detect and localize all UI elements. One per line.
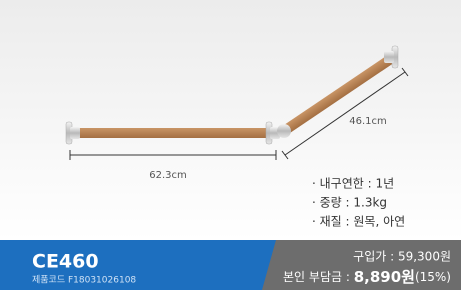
background: [0, 0, 461, 240]
bracket: [384, 51, 394, 63]
copay-label: 본인 부담금 :: [283, 270, 354, 284]
copay-amount: 8,890원: [354, 268, 415, 286]
spec-item: · 재질 : 원목, 아연: [312, 215, 405, 229]
bar-horizontal: [76, 128, 272, 138]
bracket: [70, 127, 80, 139]
copay-line: 본인 부담금 : 8,890원(15%): [283, 268, 451, 286]
dimension-label: 62.3cm: [149, 170, 187, 181]
purchase-price: 구입가 : 59,300원: [353, 250, 451, 264]
joint: [277, 124, 291, 138]
model-name: CE460: [32, 251, 99, 273]
copay-rate: (15%): [415, 270, 451, 284]
spec-item: · 중량 : 1.3kg: [312, 196, 387, 210]
spec-item: · 내구연한 : 1년: [312, 177, 394, 191]
product-code: 제품코드 F18031026108: [32, 275, 136, 286]
product-card: 62.3cm 46.1cm · 내구연한 : 1년 · 중량 : 1.3kg ·…: [0, 0, 461, 290]
dimension-label: 46.1cm: [349, 116, 387, 127]
